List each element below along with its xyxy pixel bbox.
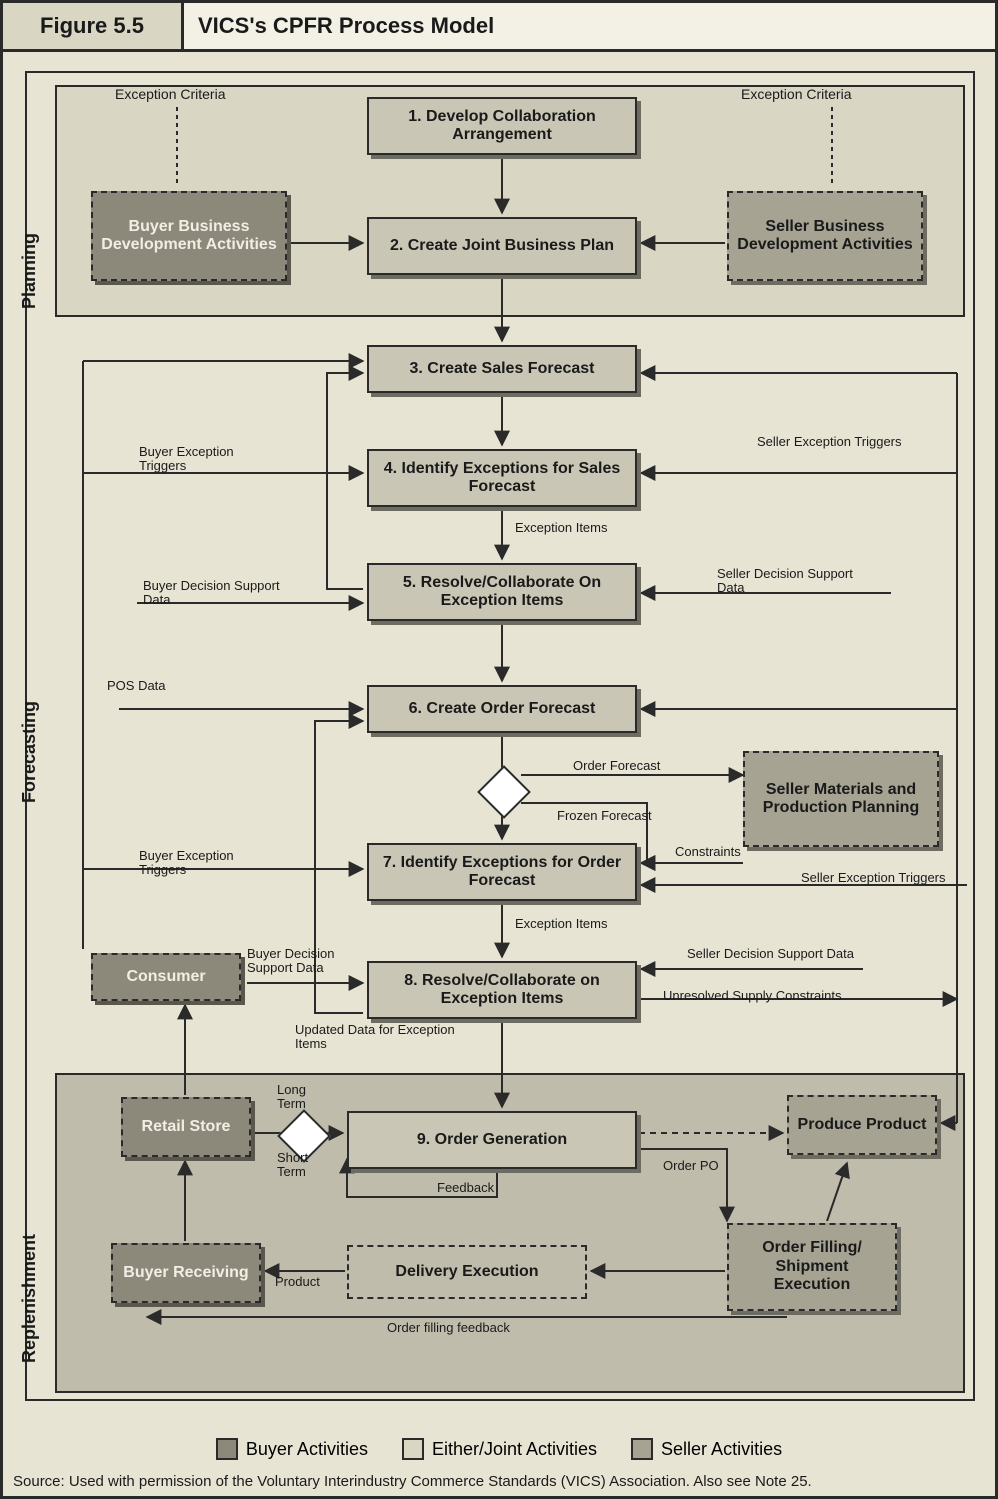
figure-title: VICS's CPFR Process Model bbox=[184, 3, 995, 49]
legend-buyer: Buyer Activities bbox=[216, 1438, 368, 1460]
lbl-seller-dec-support-1: Seller Decision Support Data bbox=[717, 567, 877, 596]
lbl-seller-exc-triggers-2: Seller Exception Triggers bbox=[801, 871, 961, 885]
decision-diamond-forecast bbox=[477, 765, 531, 819]
lbl-order-forecast: Order Forecast bbox=[573, 759, 660, 773]
lbl-exception-criteria-right: Exception Criteria bbox=[741, 87, 852, 102]
node-order-filling: Order Filling/ Shipment Execution bbox=[727, 1223, 897, 1311]
lbl-frozen-forecast: Frozen Forecast bbox=[557, 809, 652, 823]
node-consumer: Consumer bbox=[91, 953, 241, 1001]
lbl-order-po: Order PO bbox=[663, 1159, 719, 1173]
legend-joint: Either/Joint Activities bbox=[402, 1438, 597, 1460]
label-forecasting: Forecasting bbox=[19, 779, 40, 803]
lbl-unresolved: Unresolved Supply Constraints bbox=[663, 989, 923, 1003]
node-produce-product: Produce Product bbox=[787, 1095, 937, 1155]
legend-seller-label: Seller Activities bbox=[661, 1439, 782, 1460]
node-6-order-forecast: 6. Create Order Forecast bbox=[367, 685, 637, 733]
lbl-updated-data: Updated Data for Exception Items bbox=[295, 1023, 475, 1052]
legend-seller: Seller Activities bbox=[631, 1438, 782, 1460]
lbl-seller-exc-triggers-1: Seller Exception Triggers bbox=[757, 435, 917, 449]
swatch-buyer bbox=[216, 1438, 238, 1460]
node-1-develop-collab: 1. Develop Collaboration Arrangement bbox=[367, 97, 637, 155]
figure-header: Figure 5.5 VICS's CPFR Process Model bbox=[3, 3, 995, 52]
node-2-joint-plan: 2. Create Joint Business Plan bbox=[367, 217, 637, 275]
lbl-pos-data: POS Data bbox=[107, 679, 167, 693]
lbl-buyer-dec-support-1: Buyer Decision Support Data bbox=[143, 579, 293, 608]
figure-number: Figure 5.5 bbox=[3, 3, 184, 49]
lbl-exception-items-78: Exception Items bbox=[515, 917, 608, 931]
lbl-order-filling-feedback: Order filling feedback bbox=[387, 1321, 510, 1335]
lbl-constraints: Constraints bbox=[675, 845, 741, 859]
node-9-order-gen: 9. Order Generation bbox=[347, 1111, 637, 1169]
page: Figure 5.5 VICS's CPFR Process Model Pla… bbox=[0, 0, 998, 1499]
label-replenishment: Replenishment bbox=[19, 1339, 40, 1363]
lbl-feedback: Feedback bbox=[437, 1181, 494, 1195]
lbl-exception-criteria-left: Exception Criteria bbox=[115, 87, 226, 102]
lbl-short-term: Short Term bbox=[277, 1151, 327, 1180]
node-delivery-execution: Delivery Execution bbox=[347, 1245, 587, 1299]
node-5-resolve-sales: 5. Resolve/Collaborate On Exception Item… bbox=[367, 563, 637, 621]
source-citation: Source: Used with permission of the Volu… bbox=[13, 1473, 985, 1490]
node-3-sales-forecast: 3. Create Sales Forecast bbox=[367, 345, 637, 393]
legend-buyer-label: Buyer Activities bbox=[246, 1439, 368, 1460]
legend: Buyer Activities Either/Joint Activities… bbox=[3, 1438, 995, 1460]
lbl-long-term: Long Term bbox=[277, 1083, 327, 1112]
lbl-exception-items-45: Exception Items bbox=[515, 521, 608, 535]
node-seller-dev: Seller Business Development Activities bbox=[727, 191, 923, 281]
label-planning: Planning bbox=[19, 285, 40, 309]
node-4-exc-sales: 4. Identify Exceptions for Sales Forecas… bbox=[367, 449, 637, 507]
lbl-product: Product bbox=[275, 1275, 320, 1289]
lbl-buyer-dec-support-2: Buyer Decision Support Data bbox=[247, 947, 357, 976]
node-buyer-dev: Buyer Business Development Activities bbox=[91, 191, 287, 281]
node-7-exc-order: 7. Identify Exceptions for Order Forecas… bbox=[367, 843, 637, 901]
node-seller-materials: Seller Materials and Production Planning bbox=[743, 751, 939, 847]
diagram-frame: Planning Forecasting Replenishment bbox=[25, 71, 975, 1401]
lbl-buyer-exc-triggers-2: Buyer Exception Triggers bbox=[139, 849, 269, 878]
legend-joint-label: Either/Joint Activities bbox=[432, 1439, 597, 1460]
node-buyer-receiving: Buyer Receiving bbox=[111, 1243, 261, 1303]
node-retail-store: Retail Store bbox=[121, 1097, 251, 1157]
swatch-seller bbox=[631, 1438, 653, 1460]
node-8-resolve-order: 8. Resolve/Collaborate on Exception Item… bbox=[367, 961, 637, 1019]
swatch-joint bbox=[402, 1438, 424, 1460]
lbl-buyer-exc-triggers-1: Buyer Exception Triggers bbox=[139, 445, 269, 474]
lbl-seller-dec-support-2: Seller Decision Support Data bbox=[687, 947, 857, 961]
